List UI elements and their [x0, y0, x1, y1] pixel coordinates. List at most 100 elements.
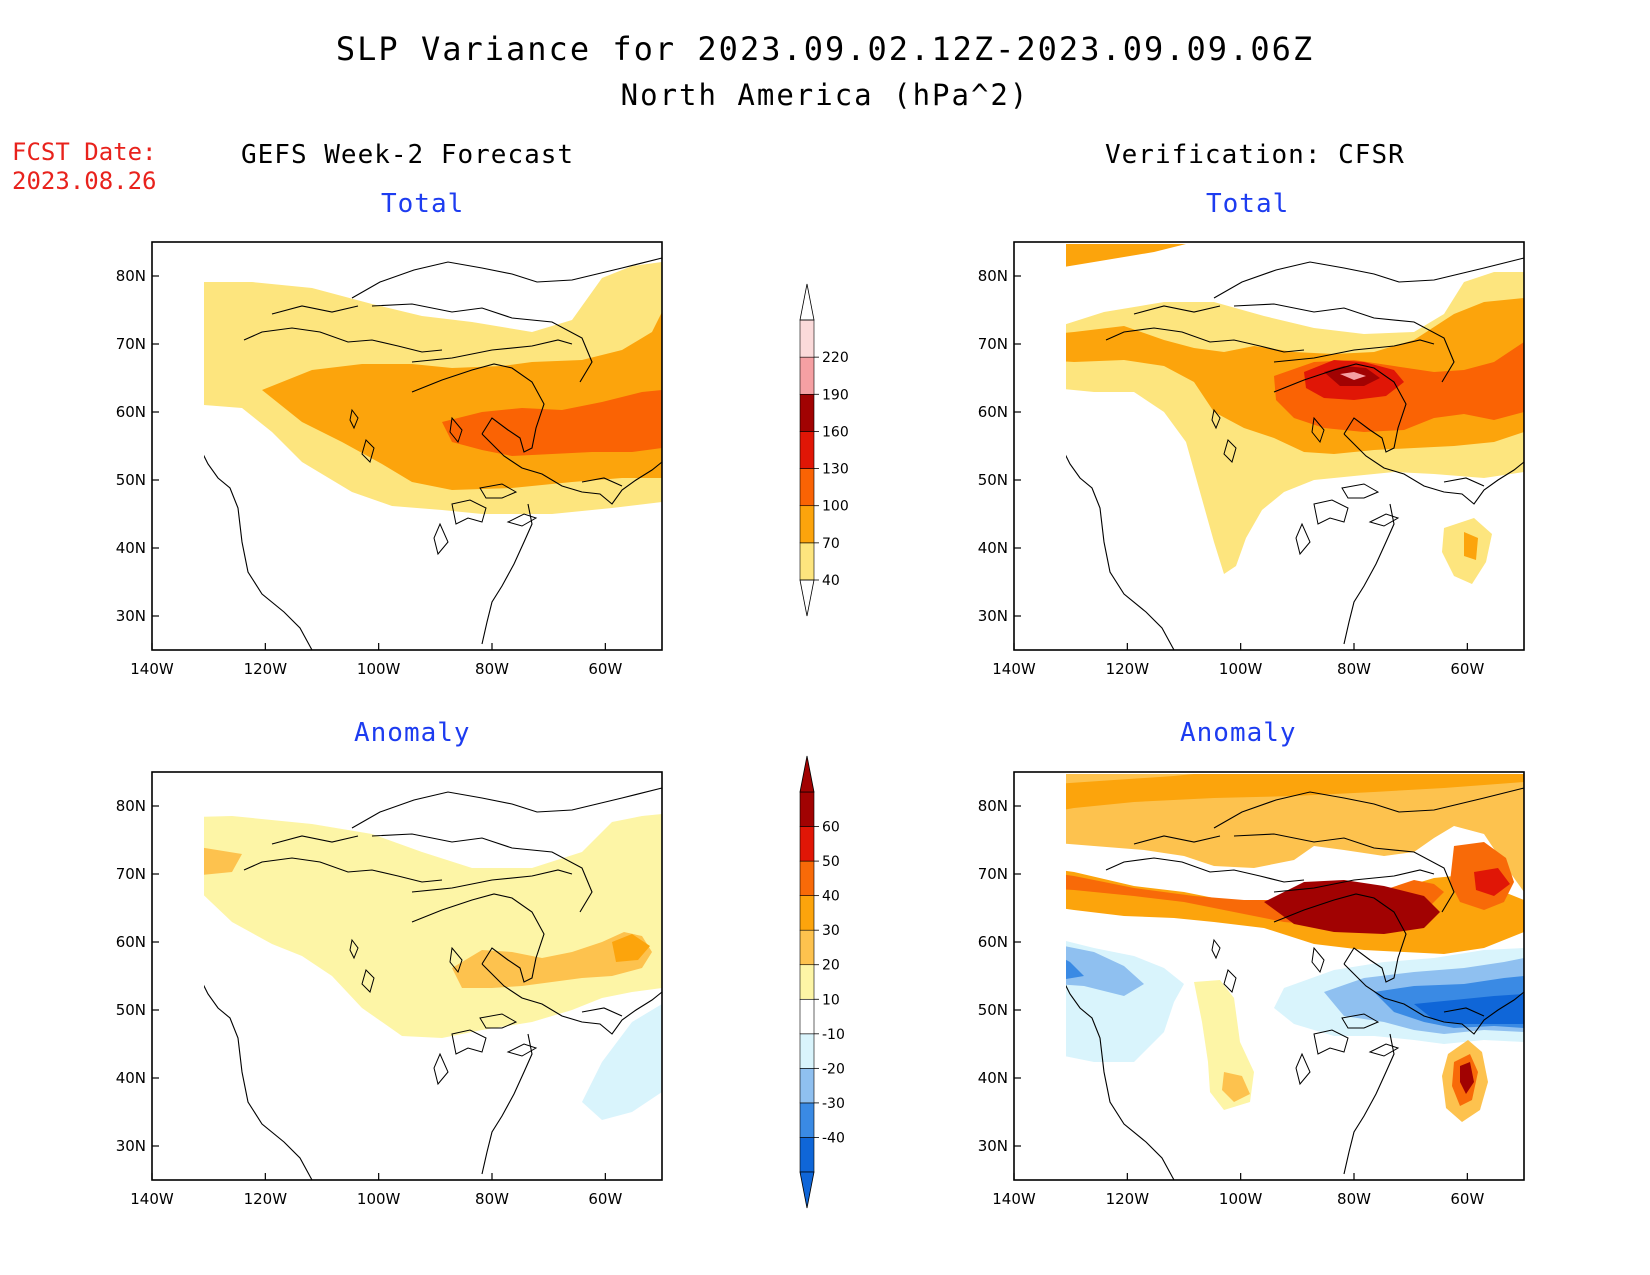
lake-outline [506, 1043, 538, 1057]
colorbar-arrow-high [799, 755, 815, 793]
shaded-region [1460, 1062, 1474, 1094]
lake-outline [1368, 1043, 1400, 1057]
lake-outline [349, 408, 359, 430]
shaded-region [1066, 774, 1524, 892]
colorbar-swatch [799, 1068, 815, 1104]
lat-tick-label: 80N [116, 797, 146, 815]
lon-tick-label: 60W [588, 1190, 622, 1208]
lake-outline [449, 416, 463, 444]
colorbar-arrow-low [799, 579, 815, 617]
chart-title: SLP Variance for 2023.09.02.12Z-2023.09.… [335, 30, 1315, 68]
lat-tick-label: 80N [978, 797, 1008, 815]
lake-outline [361, 439, 375, 463]
lat-tick-label: 70N [116, 865, 146, 883]
shaded-region [582, 1004, 662, 1120]
lat-tick-label: 60N [978, 403, 1008, 421]
map-border [151, 241, 663, 651]
lat-tick-label: 60N [978, 933, 1008, 951]
lake-outline [479, 483, 518, 499]
lon-tick-label: 100W [1219, 660, 1263, 678]
coastline [411, 363, 545, 453]
map-forecast-total: 140W 120W 100W 80W 60W 80N 70N 60N 50N 40N 30N [116, 241, 663, 678]
fcst-date-caption: FCST Date: [12, 138, 157, 166]
coastline [204, 454, 313, 651]
coastline [1343, 433, 1525, 505]
map-frame: 140W 120W 100W 80W 60W 80N 70N 60N 50N 40N 30N [116, 771, 663, 1208]
shaded-region [612, 934, 650, 962]
lake-outline [1313, 499, 1349, 525]
coastline [243, 327, 443, 353]
coastline [1443, 477, 1485, 487]
lake-outline [451, 1029, 487, 1055]
lon-tick-label: 140W [992, 1190, 1036, 1208]
shaded-region [204, 847, 242, 875]
lat-tick-label: 70N [978, 335, 1008, 353]
coastline [1273, 869, 1435, 893]
colorbar-arrow-high [799, 283, 815, 321]
colorbar-label: -20 [822, 1061, 845, 1077]
coastline [1105, 857, 1305, 883]
coastline [204, 984, 313, 1181]
coastline [581, 477, 623, 487]
coastline [371, 833, 593, 913]
column-title-forecast: GEFS Week-2 Forecast [241, 140, 575, 170]
coastline [1343, 503, 1395, 645]
shaded-region [1066, 244, 1186, 267]
lon-tick-label: 100W [357, 660, 401, 678]
colorbar-label: 130 [822, 462, 849, 478]
coastline [1133, 835, 1221, 845]
coastline [1343, 963, 1525, 1035]
lon-tick-label: 60W [1450, 1190, 1484, 1208]
lat-tick-label: 50N [978, 471, 1008, 489]
lake-outline [451, 499, 487, 525]
lon-tick-label: 120W [1106, 1190, 1150, 1208]
coastline [1066, 984, 1175, 1181]
colorbar-label: 10 [822, 992, 840, 1008]
colorbar-swatch [799, 860, 815, 896]
lon-tick-label: 140W [992, 660, 1036, 678]
lake-outline [479, 1013, 518, 1029]
colorbar-swatch [799, 1137, 815, 1173]
coastline [481, 1033, 533, 1175]
colorbar-anomaly: -40 -30 -20 -10 10 20 30 40 50 60 [799, 755, 845, 1209]
lat-tick-label: 60N [116, 403, 146, 421]
map-verification-anomaly: 140W 120W 100W 80W 60W 80N 70N 60N 50N 40N 30N [978, 771, 1525, 1208]
panel-title-verification-total: Total [1206, 189, 1290, 219]
lake-outline [1223, 969, 1237, 993]
colorbar-swatch [799, 319, 815, 358]
coastline [481, 433, 663, 505]
panel-title-forecast-anomaly: Anomaly [354, 718, 471, 748]
lake-outline [433, 522, 449, 556]
colorbar-label: 30 [822, 923, 840, 939]
lake-outline [1368, 513, 1400, 527]
colorbar-swatch [799, 1033, 815, 1069]
colorbar-label: 190 [822, 387, 849, 403]
coastline [1213, 257, 1525, 299]
lake-outline [1211, 938, 1221, 960]
lon-tick-label: 140W [130, 660, 174, 678]
lat-tick-label: 30N [978, 607, 1008, 625]
lon-tick-label: 80W [475, 660, 509, 678]
lon-tick-label: 60W [1450, 660, 1484, 678]
coastline [243, 857, 443, 883]
lake-outline [361, 969, 375, 993]
coastline [1133, 305, 1221, 315]
lat-tick-label: 40N [978, 1069, 1008, 1087]
shaded-region [1340, 372, 1366, 380]
lake-outline [1223, 439, 1237, 463]
lake-outline [1341, 483, 1380, 499]
lat-tick-label: 70N [116, 335, 146, 353]
colorbar-swatch [799, 505, 815, 544]
lon-tick-label: 100W [357, 1190, 401, 1208]
colorbar-label: 70 [822, 536, 840, 552]
coastline [351, 787, 663, 829]
shaded-region [1066, 959, 1084, 979]
colorbar-label: 220 [822, 350, 849, 366]
colorbar-swatch [799, 929, 815, 966]
lat-tick-label: 50N [978, 1001, 1008, 1019]
lat-tick-label: 40N [116, 1069, 146, 1087]
colorbar-swatch [799, 826, 815, 862]
map-border [1013, 771, 1525, 1181]
shaded-region [1264, 880, 1440, 934]
coastline [1213, 787, 1525, 829]
